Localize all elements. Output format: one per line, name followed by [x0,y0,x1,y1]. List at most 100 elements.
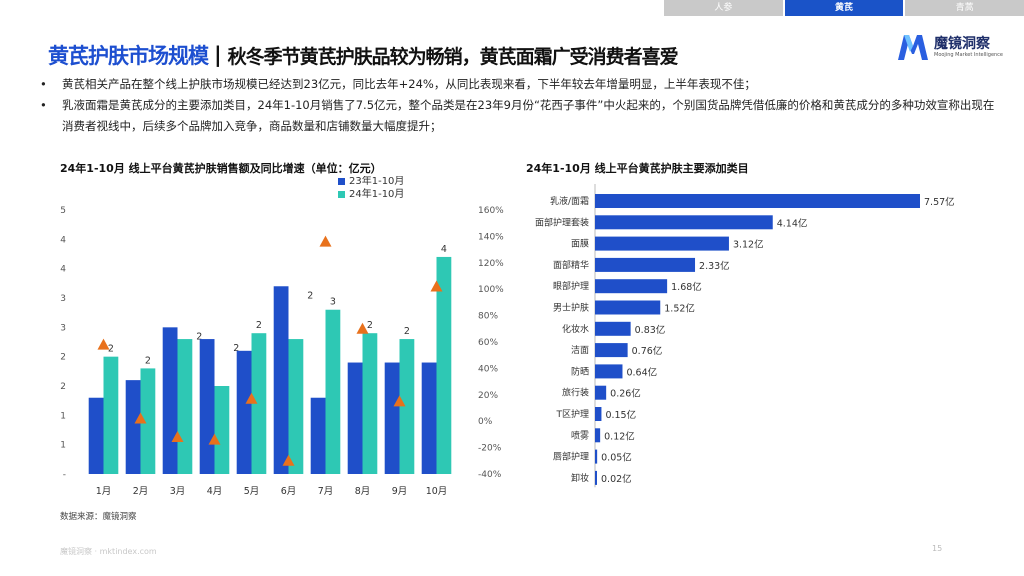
category-label: 面膜 [571,239,589,250]
y2-tick-label: 120% [478,259,504,269]
y2-tick-label: 40% [478,364,498,374]
value-label: 0.26亿 [610,388,641,400]
bar-value-label: 2 [108,344,114,355]
bullet-dot: • [40,98,47,112]
x-tick-label: 3月 [170,486,186,497]
category-bar [595,470,597,485]
bullet-text: 乳液面霜是黄芪成分的主要添加类目，24年1-10月销售了7.5亿元，整个品类是在… [62,98,995,133]
category-bar [595,321,631,336]
legend-label: 24年1-10月 [349,187,404,200]
growth-marker [430,280,443,292]
category-label: 旅行装 [562,387,589,399]
bar-2024 [214,386,230,474]
y-tick-label: 4 [60,235,66,245]
y-tick-label: 1 [60,441,66,451]
value-label: 0.05亿 [601,452,632,464]
category-label: 喷雾 [571,430,589,441]
bar-value-label: 3 [330,297,336,308]
logo-name: 魔镜洞察 [934,35,990,52]
page-number: 15 [932,544,943,553]
bar-2023 [199,339,215,474]
value-label: 1.52亿 [664,303,695,315]
value-label: 0.83亿 [635,324,666,336]
x-tick-label: 8月 [355,486,371,497]
bullet-item: • 乳液面霜是黄芪成分的主要添加类目，24年1-10月销售了7.5亿元，整个品类… [40,95,1000,137]
x-tick-label: 2月 [133,486,149,497]
bar-2023 [162,327,178,474]
value-label: 7.57亿 [924,196,955,208]
bar-2023 [125,380,141,474]
data-source: 数据来源：魔镜洞察 [60,512,137,522]
title-main: 秋冬季节黄芪护肤品较为畅销，黄芪面霜广受消费者喜爱 [227,45,679,68]
right-chart-title: 24年1-10月 线上平台黄芪护肤主要添加类目 [526,162,749,175]
value-label: 0.15亿 [605,409,636,421]
x-tick-label: 9月 [392,486,408,497]
value-label: 3.12亿 [733,239,764,251]
y-tick-label: 2 [60,353,66,363]
y2-tick-label: 20% [478,391,498,401]
bar-2024 [362,333,378,474]
bar-2024 [436,256,452,474]
bar-value-label: 2 [307,290,313,301]
category-label: 面部精华 [553,259,589,271]
y2-tick-label: 80% [478,312,498,322]
bullet-text: 黄芪相关产品在整个线上护肤市场规模已经达到23亿元，同比去年+24%，从同比表现… [62,77,756,91]
category-bar [595,257,696,272]
value-label: 0.64亿 [626,366,657,378]
category-label: T区护理 [556,408,590,420]
bar-2023 [384,362,400,474]
value-label: 1.68亿 [671,281,702,293]
bar-2024 [325,309,341,474]
category-label: 洁面 [571,344,589,356]
bar-value-label: 2 [404,326,410,337]
category-bar [595,215,773,230]
tab-ginseng[interactable]: 人参 [664,0,783,16]
growth-marker [171,431,184,443]
bar-2024 [140,368,156,474]
bar-2023 [88,397,104,474]
footer-brand: 魔镜洞察 · mktindex.com [60,547,157,556]
category-label: 乳液/面霜 [550,195,589,207]
category-bar [595,428,601,443]
x-tick-label: 1月 [96,486,112,497]
growth-marker [319,235,332,247]
growth-marker [282,454,295,466]
x-tick-label: 6月 [281,486,297,497]
y-tick-label: 3 [60,323,66,333]
category-bar [595,407,602,421]
bar-2024 [251,333,267,474]
growth-marker [97,338,110,350]
category-bar [595,385,607,400]
bar-2023 [421,362,437,474]
left-chart-title: 24年1-10月 线上平台黄芪护肤销售额及同比增速（单位：亿元） [60,162,382,175]
page-title: 黄芪护肤市场规模 | 秋冬季节黄芪护肤品较为畅销，黄芪面霜广受消费者喜爱 [48,40,679,70]
growth-marker [393,395,406,407]
bar-2023 [310,397,326,474]
x-tick-label: 4月 [207,486,223,497]
bar-value-label: 2 [196,331,202,342]
value-label: 0.76亿 [632,345,663,357]
growth-marker [245,392,258,404]
bar-2023 [273,286,289,474]
title-accent: 黄芪护肤市场规模 [48,44,209,68]
bar-2023 [236,350,252,474]
category-bar [595,300,661,315]
value-label: 0.12亿 [604,430,635,442]
bar-2024 [103,356,119,474]
category-bar [595,279,668,294]
y-tick-label: 1 [60,411,66,421]
y-tick-label: 4 [60,265,66,275]
y2-tick-label: -20% [478,444,502,454]
x-tick-label: 7月 [318,486,334,497]
y2-tick-label: 0% [478,417,493,427]
legend-label: 23年1-10月 [349,176,404,187]
category-label: 眼部护理 [553,280,589,292]
tab-artemisia[interactable]: 青蒿 [905,0,1024,16]
tab-astragalus[interactable]: 黄芪 [784,0,904,16]
brand-logo: 魔镜洞察 Moojing Market Intelligence [896,32,1003,62]
category-label: 面部护理套装 [535,216,589,228]
bullet-dot: • [40,77,47,91]
y2-tick-label: 60% [478,338,498,348]
